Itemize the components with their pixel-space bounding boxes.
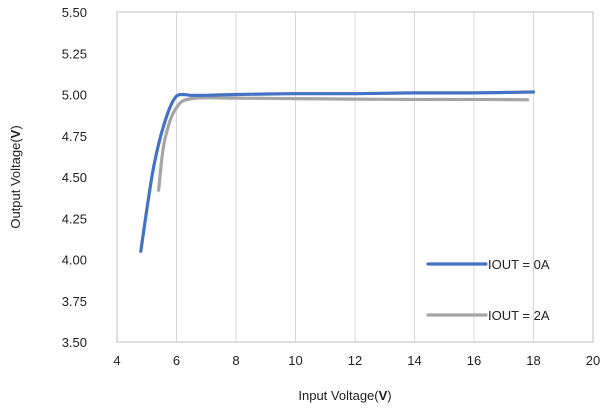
x-tick-label: 18	[526, 353, 540, 368]
x-tick-label: 16	[467, 353, 481, 368]
grid	[176, 12, 534, 342]
x-tick-label: 6	[173, 353, 180, 368]
y-tick-label: 4.75	[62, 129, 87, 144]
legend: IOUT = 0A IOUT = 2A	[426, 257, 550, 323]
legend-label-1: IOUT = 2A	[488, 308, 550, 323]
series-layer	[139, 90, 536, 253]
y-tick-label: 3.75	[62, 294, 87, 309]
y-axis-title: Output Voltage(V)	[8, 125, 23, 228]
x-tick-label: 12	[348, 353, 362, 368]
x-tick-label: 4	[113, 353, 120, 368]
plot-area-frame	[116, 11, 594, 343]
x-tick-label: 10	[288, 353, 302, 368]
x-tick-label: 20	[586, 353, 600, 368]
x-tick-label: 14	[407, 353, 421, 368]
y-tick-label: 5.50	[62, 5, 87, 20]
legend-label-0: IOUT = 0A	[488, 257, 550, 272]
y-tick-label: 4.00	[62, 253, 87, 268]
x-tick-label: 8	[232, 353, 239, 368]
y-tick-label: 5.25	[62, 46, 87, 61]
y-tick-label: 5.00	[62, 88, 87, 103]
y-tick-label: 4.25	[62, 211, 87, 226]
series-line-0	[139, 90, 536, 253]
x-axis-ticks: 4 6 8 10 12 14 16 18 20	[113, 353, 600, 368]
x-axis-title: Input Voltage(V)	[298, 388, 391, 403]
y-tick-label: 3.50	[62, 335, 87, 350]
y-axis-ticks: 3.50 3.75 4.00 4.25 4.50 4.75 5.00 5.25 5.50	[62, 5, 87, 350]
series-line-1	[157, 96, 530, 192]
y-tick-label: 4.50	[62, 170, 87, 185]
